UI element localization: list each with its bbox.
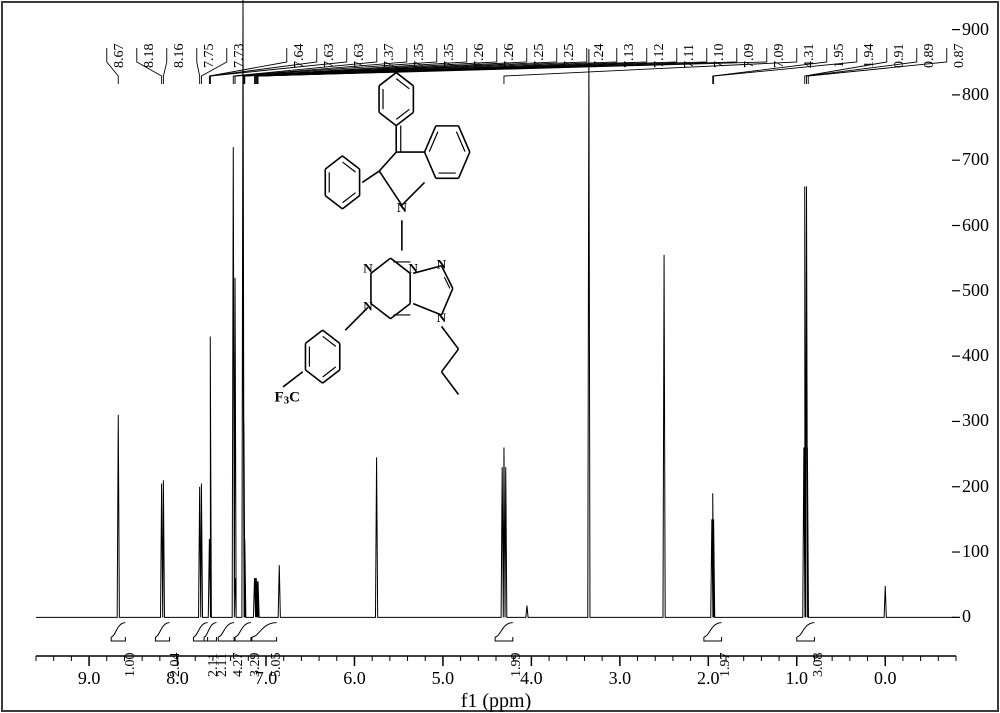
svg-text:N: N [397, 201, 407, 216]
nmr-figure: 8.678.188.167.757.737.647.637.637.377.35… [0, 0, 1000, 713]
svg-text:N: N [437, 310, 447, 325]
f3c-label: F3C [274, 390, 300, 407]
svg-text:N: N [437, 257, 447, 272]
svg-text:N: N [363, 261, 373, 276]
chemical-structure: NNNNNNF3C [0, 0, 1000, 713]
